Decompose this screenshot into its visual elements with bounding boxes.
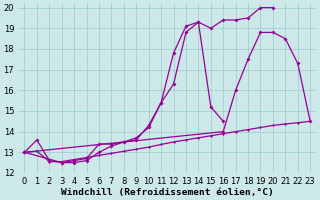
X-axis label: Windchill (Refroidissement éolien,°C): Windchill (Refroidissement éolien,°C) <box>61 188 274 197</box>
